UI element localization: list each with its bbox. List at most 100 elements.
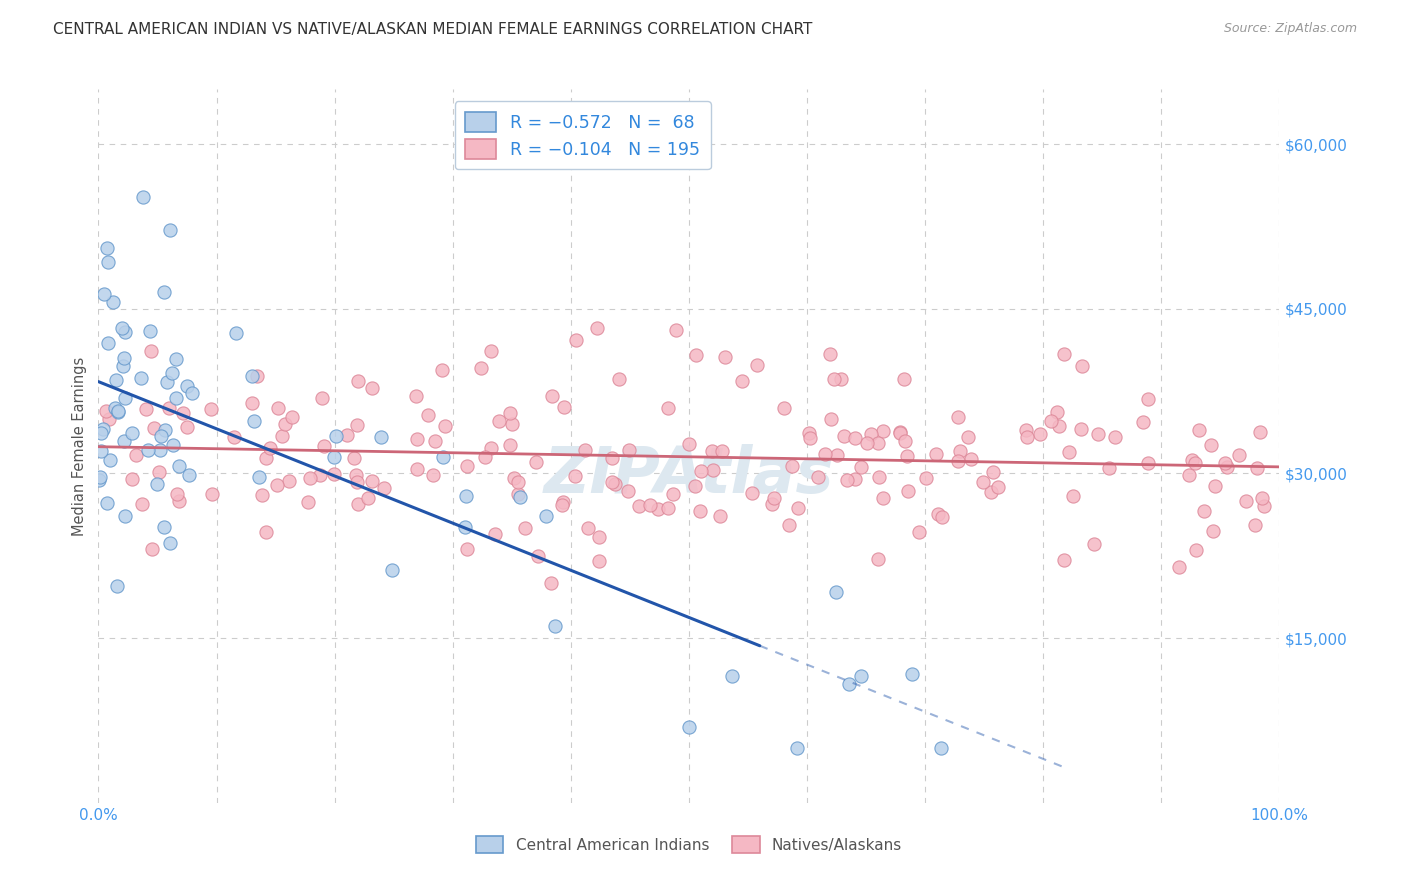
Point xyxy=(1014,423,1036,437)
Point xyxy=(112,359,135,373)
Point xyxy=(925,446,948,460)
Point xyxy=(373,482,395,496)
Point xyxy=(778,518,800,533)
Point xyxy=(657,401,679,415)
Point xyxy=(553,400,575,414)
Point xyxy=(470,361,492,376)
Point xyxy=(761,497,783,511)
Point xyxy=(141,541,163,556)
Point xyxy=(1199,437,1222,451)
Point xyxy=(1251,491,1274,505)
Point xyxy=(820,347,842,361)
Point xyxy=(405,462,427,476)
Point xyxy=(638,498,661,512)
Point xyxy=(323,450,346,464)
Point xyxy=(1047,419,1070,434)
Point xyxy=(1185,543,1208,558)
Point xyxy=(97,255,120,269)
Point xyxy=(177,467,200,482)
Point xyxy=(868,435,890,450)
Point xyxy=(851,669,873,683)
Point xyxy=(1029,426,1052,441)
Point xyxy=(112,351,135,365)
Point xyxy=(141,343,163,358)
Point xyxy=(96,496,118,510)
Point xyxy=(200,402,222,417)
Point xyxy=(586,321,609,335)
Point xyxy=(145,477,167,491)
Point xyxy=(139,324,162,338)
Point xyxy=(685,348,707,362)
Point xyxy=(149,429,172,443)
Point xyxy=(960,451,983,466)
Point xyxy=(987,480,1010,494)
Point xyxy=(872,424,894,438)
Point xyxy=(360,381,382,395)
Point xyxy=(405,432,427,446)
Point xyxy=(456,490,478,504)
Point xyxy=(346,468,368,483)
Point xyxy=(91,422,114,436)
Point xyxy=(114,508,136,523)
Point xyxy=(844,472,866,486)
Point xyxy=(946,454,969,468)
Point xyxy=(665,323,688,337)
Point xyxy=(343,450,366,465)
Point xyxy=(617,484,640,499)
Point xyxy=(1184,456,1206,470)
Point xyxy=(972,475,994,489)
Point xyxy=(97,412,120,426)
Point xyxy=(710,444,733,458)
Point xyxy=(889,425,911,440)
Point xyxy=(683,478,706,492)
Point xyxy=(125,448,148,462)
Point xyxy=(314,439,336,453)
Point xyxy=(159,536,181,550)
Point xyxy=(574,442,596,457)
Point xyxy=(456,458,478,473)
Point xyxy=(297,494,319,508)
Point xyxy=(432,450,454,465)
Point xyxy=(157,401,180,416)
Point xyxy=(254,451,277,466)
Point xyxy=(1137,456,1160,470)
Point xyxy=(647,502,669,516)
Point xyxy=(1132,415,1154,429)
Point xyxy=(872,491,894,506)
Point xyxy=(114,325,136,339)
Point xyxy=(101,295,124,310)
Point xyxy=(600,450,623,465)
Point xyxy=(148,465,170,479)
Point xyxy=(1083,537,1105,551)
Point xyxy=(1062,490,1084,504)
Point xyxy=(1015,430,1038,444)
Point xyxy=(456,541,478,556)
Point xyxy=(896,449,918,463)
Point xyxy=(1188,423,1211,437)
Point xyxy=(1057,444,1080,458)
Point xyxy=(915,471,938,485)
Point xyxy=(787,500,810,515)
Point xyxy=(506,475,529,489)
Point xyxy=(588,529,610,543)
Point xyxy=(981,466,1004,480)
Point xyxy=(274,417,297,431)
Point xyxy=(747,358,769,372)
Point xyxy=(1178,468,1201,483)
Point xyxy=(135,401,157,416)
Point xyxy=(357,491,380,505)
Point xyxy=(484,527,506,541)
Point xyxy=(502,471,524,485)
Point xyxy=(929,740,952,755)
Point xyxy=(336,427,359,442)
Point xyxy=(506,487,529,501)
Point xyxy=(617,443,640,458)
Point xyxy=(799,431,821,445)
Point xyxy=(499,406,522,420)
Point xyxy=(1098,460,1121,475)
Point xyxy=(709,508,731,523)
Point xyxy=(165,351,187,366)
Point xyxy=(93,287,115,301)
Point xyxy=(607,371,630,385)
Point xyxy=(132,190,155,204)
